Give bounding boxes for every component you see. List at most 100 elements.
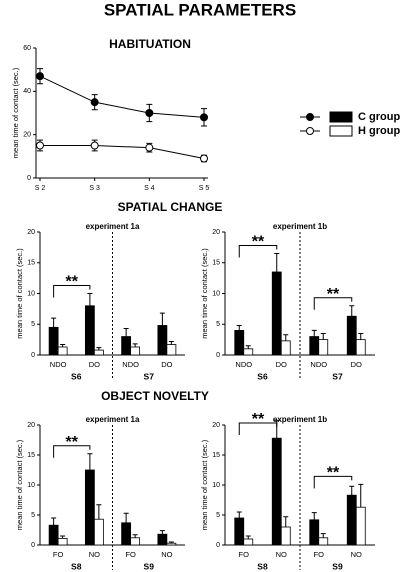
bar: [93, 349, 104, 356]
significance-bracket: [313, 297, 353, 310]
error-bar: [236, 324, 242, 331]
series-line: [40, 145, 205, 159]
group-label: S7: [332, 371, 343, 381]
bar: [48, 524, 59, 546]
y-tick-label: 10: [212, 290, 220, 297]
point: [90, 98, 99, 107]
error-bar: [123, 328, 129, 337]
error-bar: [132, 343, 138, 348]
group-label: S9: [144, 561, 155, 571]
point: [36, 72, 44, 81]
y-tick-label: 15: [27, 260, 35, 267]
x-tick-label: FO: [314, 550, 325, 559]
y-tick-label: 10: [212, 482, 220, 489]
y-axis-label: mean time of contact (sec.): [11, 67, 20, 158]
bar: [234, 517, 245, 546]
error-bar: [96, 504, 102, 520]
y-tick-label: 10: [27, 290, 35, 297]
error-bar: [358, 483, 364, 508]
significance-label: **: [66, 274, 79, 291]
bar: [84, 305, 95, 356]
bar: [48, 326, 59, 356]
significance-bracket: [238, 422, 278, 435]
y-tick-label: 20: [27, 422, 35, 429]
point: [145, 109, 154, 117]
y-tick-label: 5: [31, 321, 35, 328]
section-title: OBJECT NOVELTY: [101, 389, 209, 403]
bar: [157, 533, 168, 546]
bar: [318, 339, 329, 356]
x-tick-label: FO: [239, 550, 250, 559]
bar: [243, 538, 254, 546]
bar: [309, 519, 320, 546]
panel-title: experiment 1b: [273, 415, 327, 424]
y-tick-label: 20: [23, 132, 31, 139]
x-tick-label: NDO: [50, 360, 67, 369]
point: [36, 141, 44, 150]
group-label: S8: [71, 561, 82, 571]
x-tick-label: FO: [125, 550, 136, 559]
point: [200, 154, 208, 163]
y-tick-label: 0: [31, 542, 35, 549]
point: [145, 143, 154, 152]
x-tick-label: NO: [161, 550, 172, 559]
y-tick-label: 5: [216, 321, 220, 328]
significance-label: **: [327, 286, 340, 303]
error-bar: [283, 334, 289, 341]
y-tick-label: 15: [212, 260, 220, 267]
x-tick-label: DO: [89, 360, 100, 369]
group-label: S6: [257, 371, 268, 381]
point: [90, 141, 99, 150]
y-tick-label: 5: [216, 512, 220, 519]
bar: [346, 315, 357, 356]
error-bar: [236, 511, 242, 518]
group-label: S7: [144, 371, 155, 381]
section-title: HABITUATION: [109, 37, 191, 51]
bar: [243, 348, 254, 356]
y-axis-label: mean time of contact (sec.): [200, 439, 209, 530]
error-bar: [87, 293, 93, 306]
significance-bracket: [238, 245, 278, 258]
significance-bracket: [53, 285, 91, 298]
group-label: S8: [257, 561, 268, 571]
x-tick-label: S 2: [35, 185, 46, 192]
error-bar: [320, 332, 326, 340]
y-axis-label: mean time of contact (sec.): [200, 248, 209, 339]
legend-label: C group: [358, 111, 400, 123]
y-tick-label: 20: [212, 422, 220, 429]
significance-bracket: [53, 445, 91, 458]
y-axis-label: mean time of contact (sec.): [15, 439, 24, 530]
significance-label: **: [327, 465, 340, 482]
error-bar: [87, 453, 93, 470]
group-label: S9: [332, 561, 343, 571]
y-axis-label: mean time of contact (sec.): [15, 248, 24, 339]
legend-label: H group: [358, 125, 400, 137]
error-bar: [358, 332, 364, 340]
group-label: S6: [71, 371, 82, 381]
bar: [166, 542, 177, 546]
significance-bracket: [313, 475, 353, 489]
error-bar: [159, 312, 165, 326]
bar: [309, 336, 320, 356]
significance-label: **: [66, 434, 79, 451]
error-bar: [349, 305, 355, 317]
bar: [318, 537, 329, 546]
bar: [130, 346, 141, 356]
error-bar: [60, 344, 66, 348]
x-tick-label: NO: [351, 550, 362, 559]
y-tick-label: 10: [27, 482, 35, 489]
panel-title: experiment 1a: [86, 415, 140, 424]
bar: [234, 329, 245, 356]
x-tick-label: NO: [276, 550, 287, 559]
x-tick-label: FO: [53, 550, 64, 559]
bar: [280, 340, 291, 356]
y-tick-label: 60: [23, 45, 31, 52]
error-bar: [349, 485, 355, 496]
bar: [355, 339, 366, 356]
error-bar: [123, 512, 129, 523]
error-bar: [159, 530, 165, 535]
bar: [121, 336, 132, 356]
bar: [157, 325, 168, 356]
error-bar: [51, 517, 57, 526]
significance-label: **: [252, 411, 265, 428]
